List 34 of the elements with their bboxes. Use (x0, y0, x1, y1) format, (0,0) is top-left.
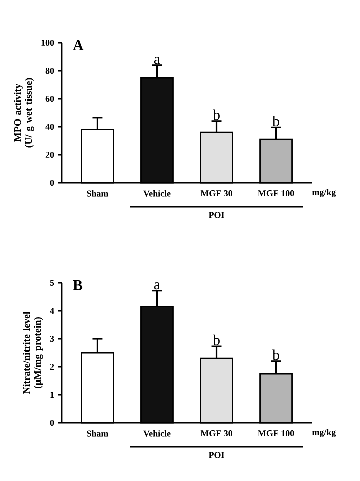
text: POI (208, 452, 224, 458)
y-tick-label: 1 (50, 392, 54, 398)
annotation: a (154, 57, 160, 64)
y-tick-label: 100 (42, 40, 54, 46)
y-tick-label: 4 (50, 308, 54, 314)
y-tick-label: 2 (50, 364, 54, 370)
x-tick-label: Vehicle (144, 190, 171, 197)
annotation: b (272, 116, 280, 126)
x-tick-label: MGF 30 (200, 430, 232, 437)
x-tick-label: Sham (87, 190, 109, 197)
x-tick-label: MGF 100 (258, 430, 294, 437)
annotation: a (154, 282, 160, 290)
text: POI (208, 212, 224, 218)
y-tick-label: 5 (50, 280, 54, 286)
x-tick-label: Vehicle (144, 430, 171, 437)
chart-title: B (73, 280, 83, 290)
text: mg/kg (312, 429, 336, 438)
y-tick-label: 0 (50, 180, 54, 186)
annotation: b (213, 110, 220, 120)
y-tick-label: 60 (46, 96, 54, 102)
y-tick-label: 0 (50, 420, 54, 426)
x-tick-label: MGF 30 (200, 190, 232, 197)
y-tick-label: 20 (46, 152, 54, 158)
x-tick-label: Sham (87, 430, 109, 437)
text: mg/kg (312, 189, 336, 198)
chart-title: A (73, 40, 84, 50)
annotation: b (213, 334, 220, 346)
annotation: b (272, 350, 280, 360)
y-axis-title: MPO activity (U/ g wet tissue) (14, 78, 34, 148)
y-axis-title: Nitrate/nitrite level (µM/mg protein) (23, 312, 44, 394)
x-tick-label: MGF 100 (258, 190, 294, 197)
y-tick-label: 3 (50, 336, 54, 342)
y-tick-label: 40 (46, 124, 54, 130)
y-tick-label: 80 (46, 68, 54, 74)
